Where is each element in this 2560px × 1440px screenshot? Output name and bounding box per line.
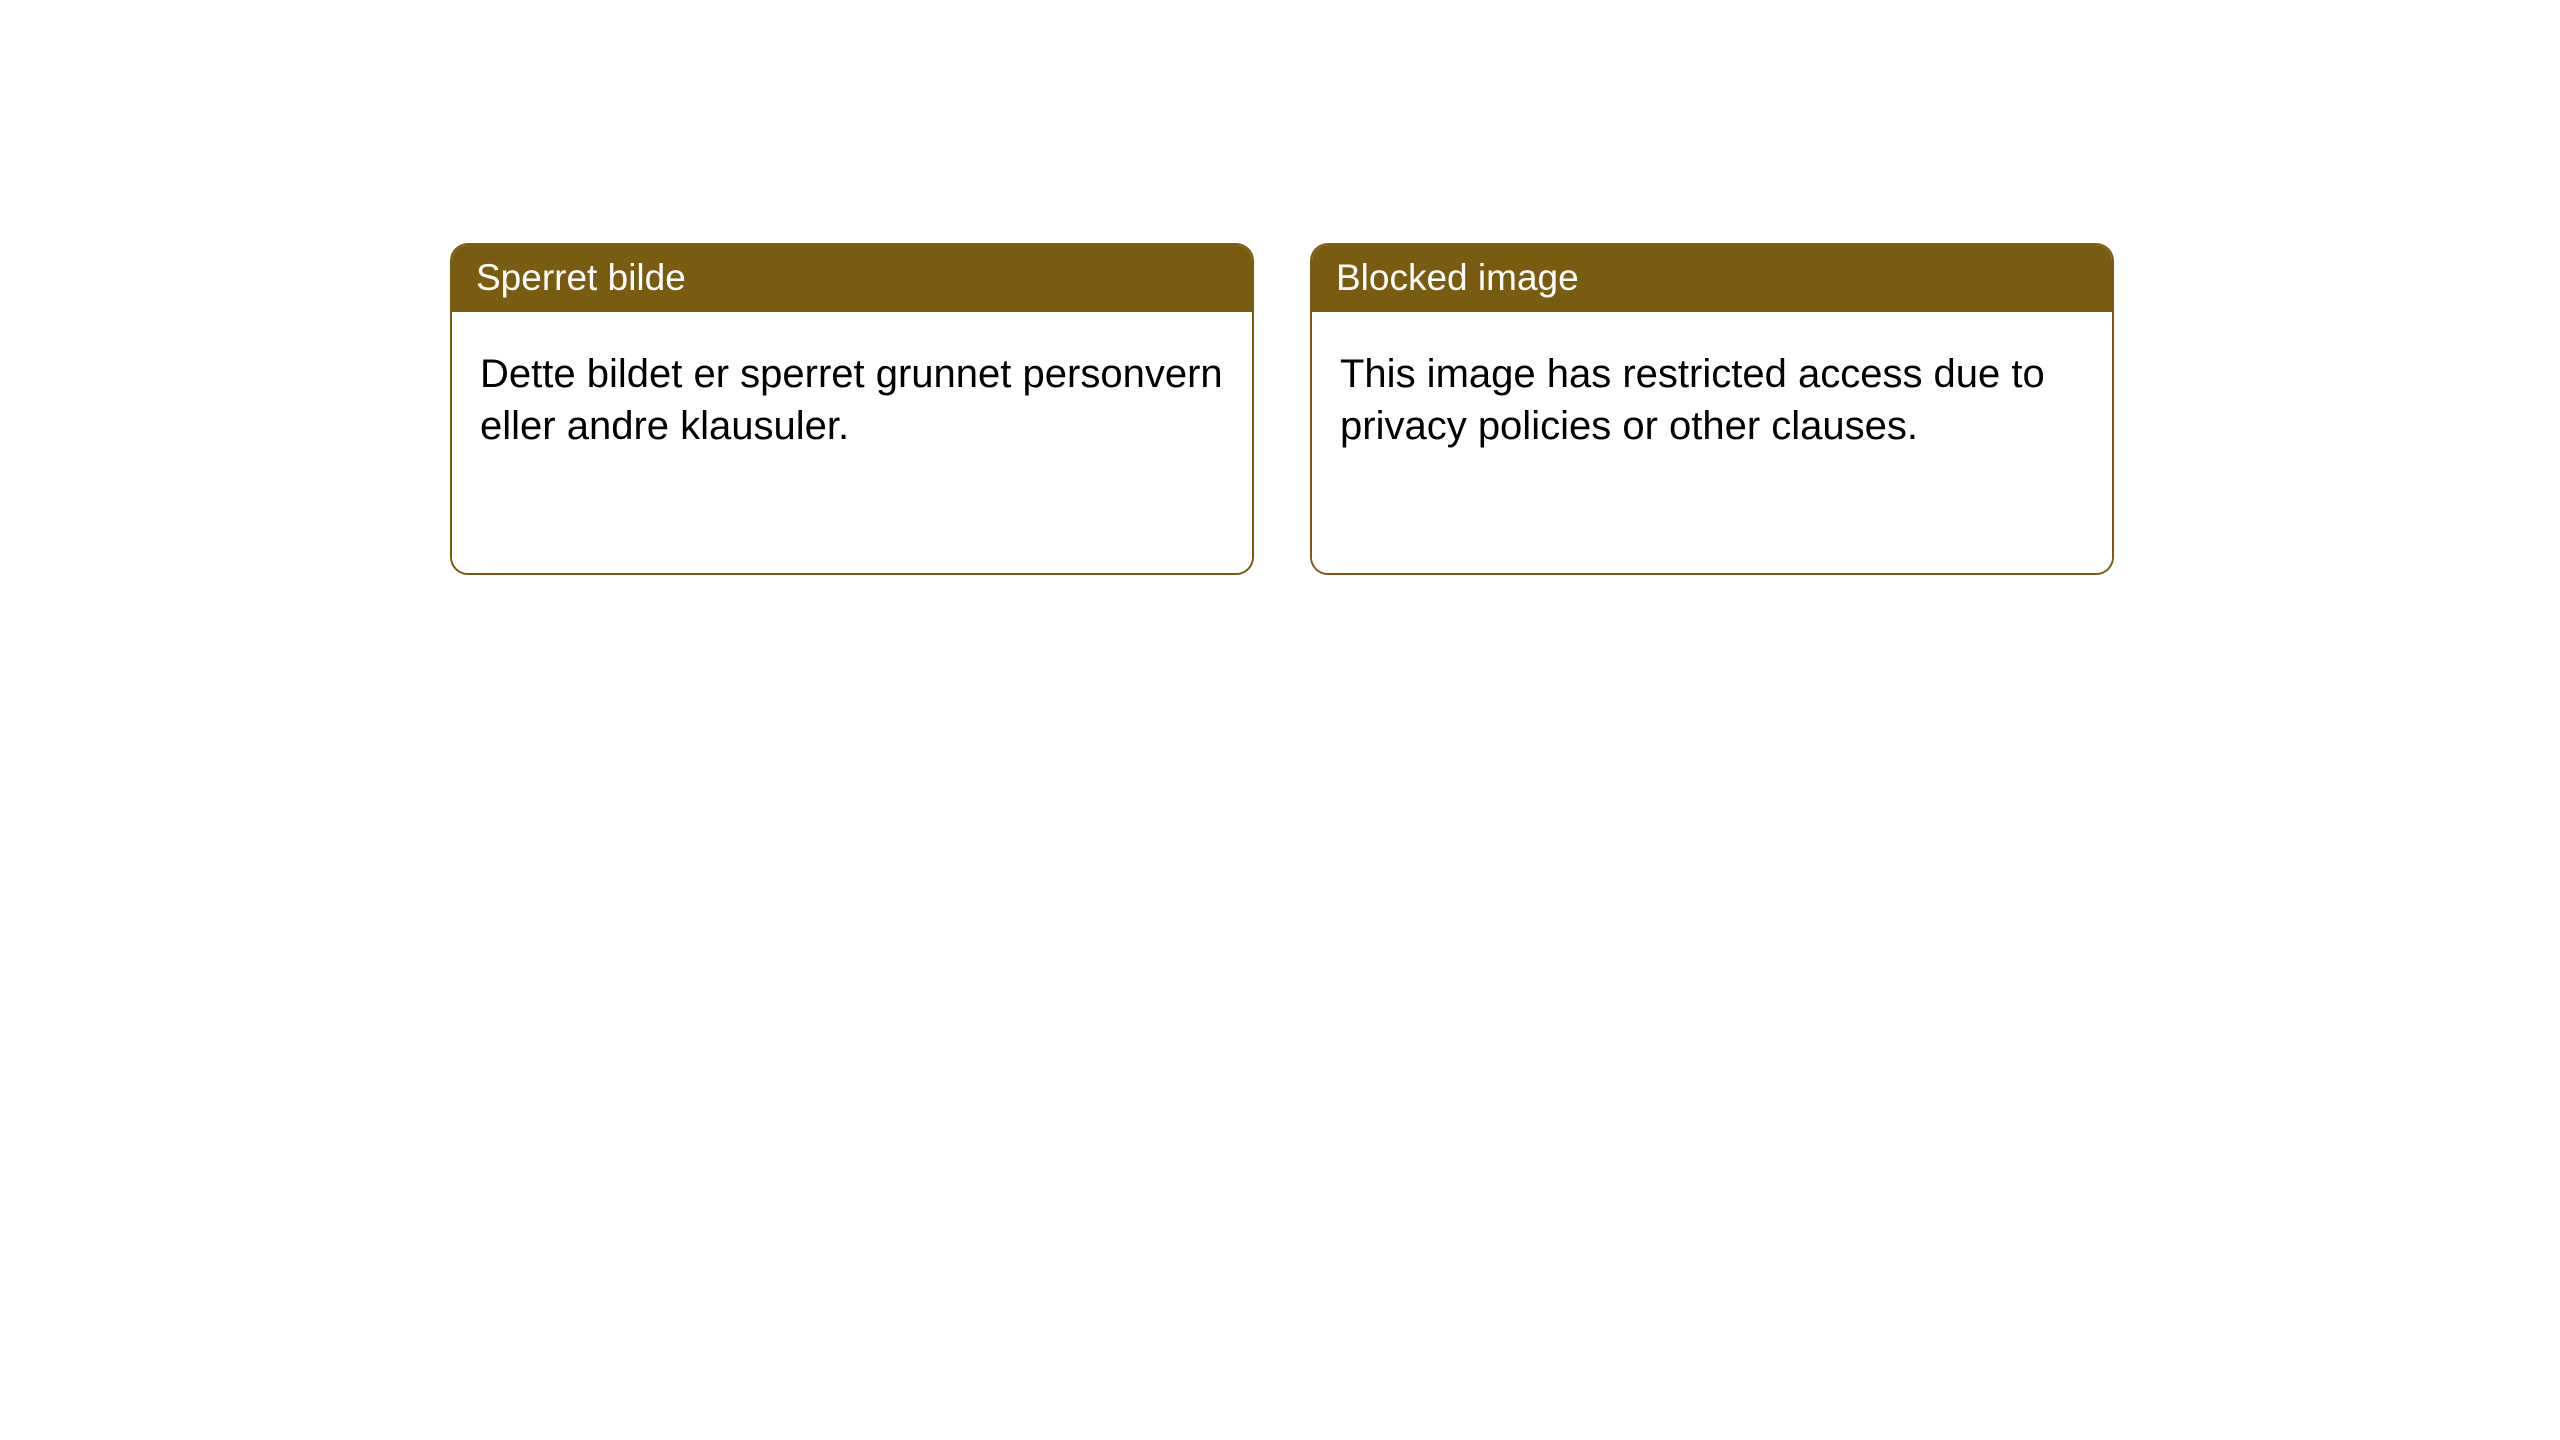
notice-body: Dette bildet er sperret grunnet personve… (452, 312, 1252, 573)
notice-header: Sperret bilde (452, 245, 1252, 312)
notice-box-norwegian: Sperret bilde Dette bildet er sperret gr… (450, 243, 1254, 575)
notice-container: Sperret bilde Dette bildet er sperret gr… (0, 0, 2560, 575)
notice-box-english: Blocked image This image has restricted … (1310, 243, 2114, 575)
notice-body: This image has restricted access due to … (1312, 312, 2112, 573)
notice-header: Blocked image (1312, 245, 2112, 312)
